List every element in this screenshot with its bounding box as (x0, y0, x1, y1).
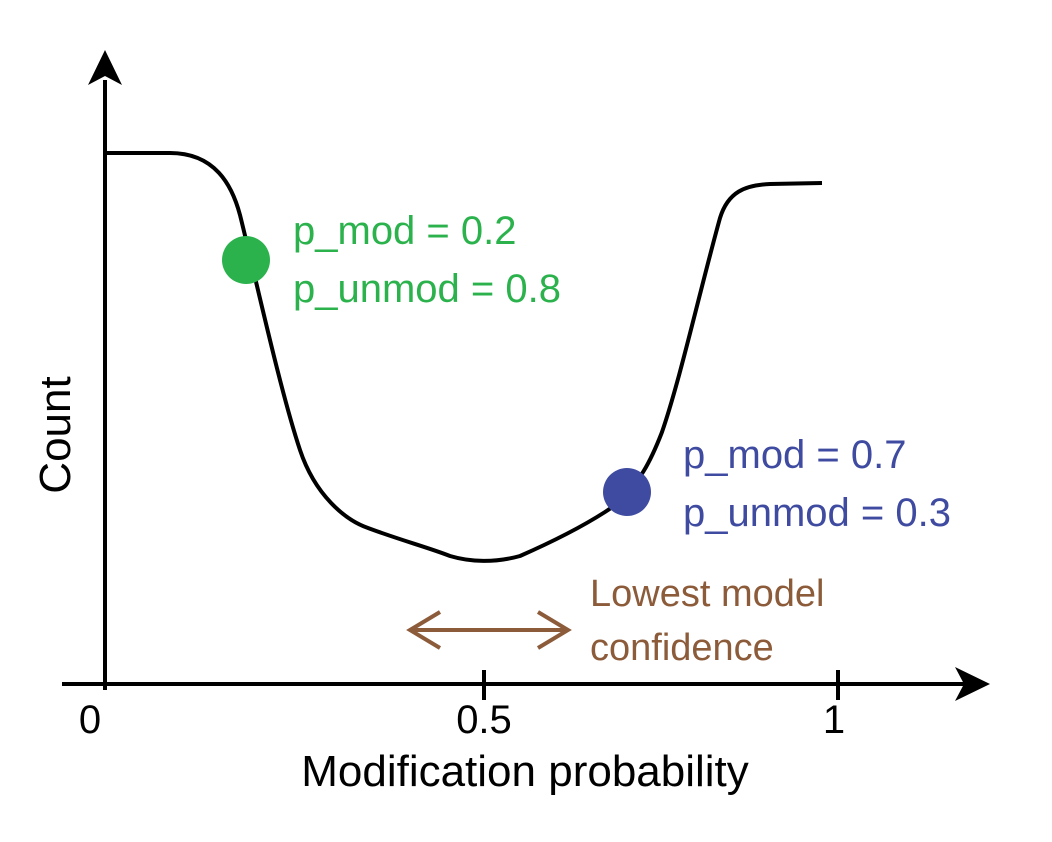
low-confidence-label-1: Lowest model (590, 573, 824, 615)
green-point (222, 236, 270, 284)
x-tick-label-0.5: 0.5 (456, 698, 512, 742)
x-axis-label: Modification probability (301, 747, 749, 796)
y-axis-label: Count (31, 376, 80, 493)
x-axis-arrow-icon (955, 667, 990, 701)
double-arrow-icon (406, 610, 572, 650)
blue-point (603, 468, 651, 516)
y-axis-arrow-icon (88, 50, 122, 85)
low-confidence-label-2: confidence (590, 627, 774, 669)
x-tick-label-0: 0 (79, 698, 101, 742)
blue-label-pmod: p_mod = 0.7 (683, 433, 907, 477)
green-label-pmod: p_mod = 0.2 (293, 209, 517, 253)
x-tick-label-1: 1 (823, 698, 845, 742)
green-label-punmod: p_unmod = 0.8 (293, 267, 561, 311)
blue-label-punmod: p_unmod = 0.3 (683, 491, 951, 535)
distribution-curve (107, 151, 823, 563)
